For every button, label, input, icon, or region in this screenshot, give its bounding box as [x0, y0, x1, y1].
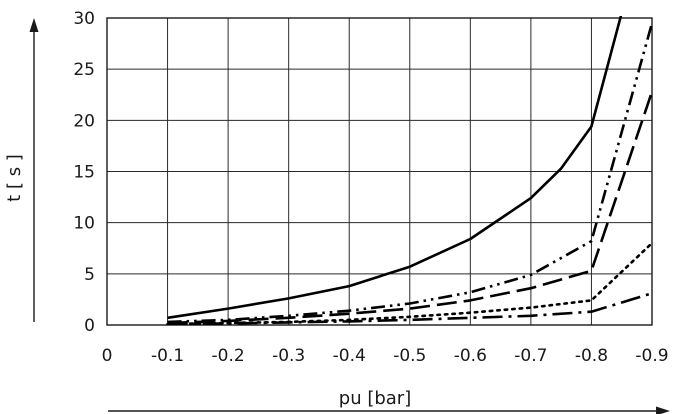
x-axis-label: pu [bar]	[339, 388, 411, 409]
x-tick-label: -0.2	[212, 346, 245, 366]
x-tick-labels: 0 -0.1 -0.2 -0.3 -0.4 -0.5 -0.6 -0.7 -0.8 -0.9	[102, 346, 669, 366]
y-axis-label: t [ s ]	[4, 154, 25, 202]
x-tick-label: -0.1	[151, 346, 184, 366]
x-tick-label: -0.8	[575, 346, 608, 366]
y-tick-label: 20	[73, 111, 95, 131]
y-tick-label: 15	[73, 163, 95, 183]
y-tick-label: 5	[84, 265, 95, 285]
y-axis-arrow	[30, 18, 39, 322]
y-tick-labels: 0 5 10 15 20 25 30	[73, 9, 95, 336]
x-tick-label: -0.4	[333, 346, 366, 366]
y-tick-label: 0	[84, 316, 95, 336]
x-tick-label: -0.9	[635, 346, 668, 366]
y-tick-label: 10	[73, 214, 95, 234]
y-tick-label: 30	[73, 9, 95, 29]
series-line-solid	[168, 13, 622, 318]
x-tick-label: -0.6	[454, 346, 487, 366]
y-axis-arrow-head	[30, 18, 39, 32]
x-axis-arrow-head	[656, 407, 670, 414]
grid	[107, 18, 652, 325]
x-tick-label: -0.5	[393, 346, 426, 366]
y-tick-label: 25	[73, 60, 95, 80]
x-tick-label: -0.3	[272, 346, 305, 366]
x-tick-label: -0.7	[514, 346, 547, 366]
x-tick-label: 0	[102, 346, 113, 366]
